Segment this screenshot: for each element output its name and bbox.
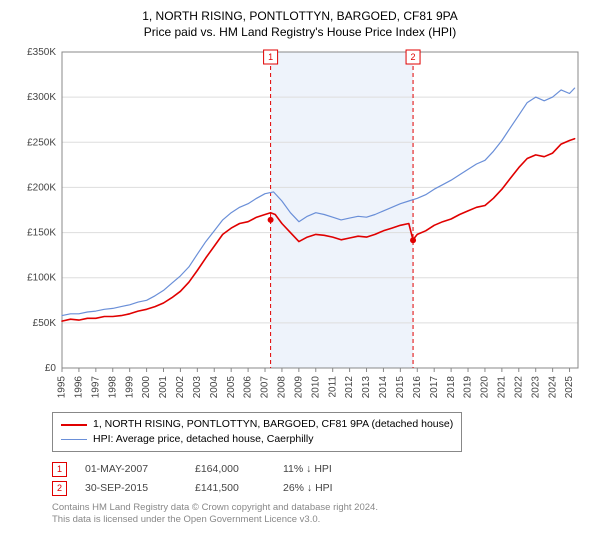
- y-tick-label: £350K: [27, 47, 56, 58]
- event-row: 2 30-SEP-2015 £141,500 26% ↓ HPI: [52, 479, 588, 498]
- x-tick-label: 2022: [513, 376, 524, 399]
- legend-swatch: [61, 439, 87, 440]
- footer-line-2: This data is licensed under the Open Gov…: [52, 514, 588, 526]
- x-tick-label: 2020: [480, 376, 491, 399]
- shaded-band: [271, 52, 413, 368]
- legend-label: 1, NORTH RISING, PONTLOTTYN, BARGOED, CF…: [93, 417, 453, 432]
- y-tick-label: £200K: [27, 183, 56, 194]
- x-tick-label: 2014: [378, 376, 389, 399]
- event-badge: 2: [52, 481, 67, 496]
- chart-container: 1, NORTH RISING, PONTLOTTYN, BARGOED, CF…: [0, 0, 600, 530]
- title-line-2: Price paid vs. HM Land Registry's House …: [12, 24, 588, 40]
- x-tick-label: 2016: [412, 376, 423, 399]
- y-tick-label: £250K: [27, 138, 56, 149]
- x-tick-label: 2024: [547, 376, 558, 399]
- series-marker: [410, 238, 416, 244]
- x-tick-label: 2005: [226, 376, 237, 399]
- x-tick-label: 1997: [90, 376, 101, 399]
- chart-title: 1, NORTH RISING, PONTLOTTYN, BARGOED, CF…: [12, 8, 588, 40]
- legend-item: HPI: Average price, detached house, Caer…: [61, 432, 453, 447]
- x-tick-label: 2018: [446, 376, 457, 399]
- series-marker: [268, 217, 274, 223]
- event-date: 30-SEP-2015: [85, 479, 177, 498]
- legend-label: HPI: Average price, detached house, Caer…: [93, 432, 313, 447]
- x-tick-label: 1998: [107, 376, 118, 399]
- y-tick-label: £300K: [27, 93, 56, 104]
- x-tick-label: 2009: [293, 376, 304, 399]
- x-tick-label: 2015: [395, 376, 406, 399]
- legend-item: 1, NORTH RISING, PONTLOTTYN, BARGOED, CF…: [61, 417, 453, 432]
- legend: 1, NORTH RISING, PONTLOTTYN, BARGOED, CF…: [52, 412, 462, 451]
- x-tick-label: 1999: [124, 376, 135, 399]
- event-badge-label: 2: [411, 52, 416, 62]
- y-tick-label: £0: [45, 363, 57, 374]
- event-price: £141,500: [195, 479, 265, 498]
- x-tick-label: 2010: [310, 376, 321, 399]
- chart-svg: £0 £50K £100K £150K £200K £250K £300K £350K 1995…: [12, 46, 588, 406]
- x-tick-label: 2003: [192, 376, 203, 399]
- event-delta: 11% ↓ HPI: [283, 460, 375, 479]
- x-tick-label: 1995: [57, 376, 68, 399]
- event-badge: 1: [52, 462, 67, 477]
- x-tick-label: 2002: [175, 376, 186, 399]
- x-tick-label: 2012: [344, 376, 355, 399]
- y-tick-label: £50K: [33, 318, 57, 329]
- x-tick-label: 2011: [327, 376, 338, 398]
- chart-area: £0 £50K £100K £150K £200K £250K £300K £350K 1995…: [12, 46, 588, 406]
- x-tick-label: 2004: [209, 376, 220, 399]
- footer-line-1: Contains HM Land Registry data © Crown c…: [52, 502, 588, 514]
- event-badge-label: 1: [268, 52, 273, 62]
- y-tick-label: £150K: [27, 228, 56, 239]
- x-tick-label: 2001: [158, 376, 169, 399]
- x-tick-label: 2013: [361, 376, 372, 399]
- x-tick-label: 2025: [564, 376, 575, 399]
- title-line-1: 1, NORTH RISING, PONTLOTTYN, BARGOED, CF…: [12, 8, 588, 24]
- x-tick-label: 2021: [497, 376, 508, 399]
- x-tick-label: 2000: [141, 376, 152, 399]
- x-tick-label: 2023: [530, 376, 541, 399]
- x-tick-label: 1996: [74, 376, 85, 399]
- x-tick-label: 2017: [429, 376, 440, 399]
- event-date: 01-MAY-2007: [85, 460, 177, 479]
- footer: Contains HM Land Registry data © Crown c…: [52, 502, 588, 527]
- event-row: 1 01-MAY-2007 £164,000 11% ↓ HPI: [52, 460, 588, 479]
- x-tick-label: 2008: [277, 376, 288, 399]
- y-tick-label: £100K: [27, 273, 56, 284]
- x-tick-label: 2019: [463, 376, 474, 399]
- event-delta: 26% ↓ HPI: [283, 479, 375, 498]
- x-tick-label: 2006: [243, 376, 254, 399]
- legend-swatch: [61, 424, 87, 426]
- events-table: 1 01-MAY-2007 £164,000 11% ↓ HPI 2 30-SEP-201…: [52, 460, 588, 498]
- event-price: £164,000: [195, 460, 265, 479]
- x-tick-label: 2007: [260, 376, 271, 399]
